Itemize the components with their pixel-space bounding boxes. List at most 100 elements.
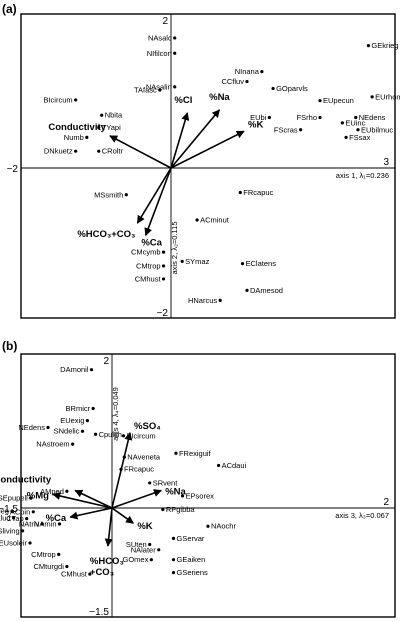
site-label: SRvent bbox=[153, 478, 179, 487]
site-point bbox=[173, 51, 177, 55]
site-label: GOparvls bbox=[276, 84, 308, 93]
site-point bbox=[158, 88, 162, 92]
site-point bbox=[25, 517, 29, 521]
site-point bbox=[97, 125, 101, 130]
site-point bbox=[171, 558, 176, 562]
site-label: NEdens bbox=[359, 113, 386, 122]
site-point bbox=[149, 558, 153, 562]
x-tick-label: 3 bbox=[383, 157, 389, 168]
site-label: CMturgdi bbox=[33, 562, 64, 571]
site-label: NAsalc bbox=[148, 33, 172, 42]
site-point bbox=[97, 149, 101, 153]
site-point bbox=[71, 442, 75, 446]
variable-label: %Ca bbox=[46, 513, 67, 524]
site-label: TAfasc bbox=[134, 85, 157, 94]
site-point bbox=[88, 572, 92, 576]
site-point bbox=[65, 564, 69, 569]
y-tick-label: 2 bbox=[103, 356, 109, 367]
site-label: CRoltr bbox=[102, 147, 124, 156]
site-label: GEkrieg bbox=[371, 41, 398, 50]
site-point bbox=[173, 85, 177, 89]
site-point bbox=[12, 516, 16, 520]
variable-vector bbox=[74, 489, 113, 509]
x-axis-label: axis 1, λ₁=0.236 bbox=[336, 171, 389, 180]
site-point bbox=[57, 522, 62, 526]
site-label: EClatens bbox=[246, 259, 277, 268]
site-point bbox=[318, 115, 322, 120]
plot-frame bbox=[20, 13, 396, 319]
site-label: SEpupell bbox=[0, 494, 28, 503]
y-tick-label: −2 bbox=[157, 308, 169, 319]
panel-label-b: (b) bbox=[2, 339, 18, 353]
variable-label: Conductivity bbox=[0, 475, 52, 486]
variable-label: %Ca bbox=[141, 237, 162, 248]
site-label: GSeriens bbox=[177, 568, 209, 577]
site-label: SSliving bbox=[0, 526, 20, 535]
site-label: BIcircum bbox=[43, 95, 72, 104]
site-label: SUten bbox=[126, 540, 147, 549]
site-label: DAmonil bbox=[60, 365, 89, 374]
panel-label-a: (a) bbox=[2, 2, 17, 16]
site-label: BIcircum bbox=[126, 431, 155, 440]
site-point bbox=[245, 288, 249, 292]
site-point bbox=[180, 259, 184, 263]
site-label: CTap bbox=[6, 514, 24, 523]
site-label: EUpalud bbox=[0, 513, 11, 522]
site-point bbox=[173, 36, 177, 40]
variable-label: %HCO₃+CO₃ bbox=[77, 229, 135, 240]
site-point bbox=[91, 406, 95, 411]
site-label: NInana bbox=[235, 67, 260, 76]
variable-vector bbox=[109, 135, 172, 169]
site-label: SNdelic bbox=[54, 427, 80, 436]
site-point bbox=[171, 536, 176, 541]
site-label: DNkuetz bbox=[44, 147, 73, 156]
site-label: CMcymb bbox=[131, 248, 161, 257]
site-point bbox=[218, 298, 222, 302]
site-label: NAlater bbox=[131, 545, 157, 554]
site-point bbox=[161, 250, 166, 254]
site-point bbox=[171, 571, 176, 575]
site-point bbox=[46, 425, 50, 430]
site-label: NAstroem bbox=[36, 440, 69, 449]
variable-label: %Na bbox=[165, 487, 186, 498]
site-label: EUexig bbox=[60, 416, 84, 425]
site-label: HNarcus bbox=[188, 296, 217, 305]
site-label: TYapi bbox=[102, 123, 121, 132]
variable-vector bbox=[144, 167, 172, 237]
site-point bbox=[10, 509, 14, 513]
site-label: FSsax bbox=[349, 133, 371, 142]
variable-vector bbox=[170, 130, 245, 169]
site-point bbox=[245, 79, 249, 84]
site-label: MSsmith bbox=[94, 190, 123, 199]
site-label: CMhust bbox=[135, 274, 162, 283]
site-point bbox=[370, 95, 374, 99]
site-point bbox=[366, 44, 371, 48]
site-point bbox=[299, 128, 303, 132]
site-label: NAmin bbox=[34, 519, 57, 528]
variable-vector bbox=[111, 431, 133, 509]
site-point bbox=[65, 489, 69, 493]
site-point bbox=[29, 496, 33, 500]
site-point bbox=[340, 121, 344, 125]
site-label: GOmex bbox=[123, 555, 149, 564]
site-point bbox=[174, 451, 178, 455]
site-point bbox=[240, 262, 245, 266]
site-label: EUrhomb bbox=[375, 92, 400, 101]
site-point bbox=[217, 463, 221, 468]
site-label: NAtriv bbox=[19, 519, 40, 528]
site-label: BRmicr bbox=[66, 404, 91, 413]
site-label: ACminut bbox=[200, 216, 230, 225]
site-label: FScras bbox=[274, 125, 298, 134]
site-label: SYmaz bbox=[185, 257, 209, 266]
site-label: RPgibba bbox=[166, 505, 196, 514]
site-point bbox=[161, 507, 165, 512]
site-point bbox=[356, 128, 360, 132]
site-label: ACpin bbox=[10, 507, 30, 516]
x-tick-label: −2 bbox=[7, 164, 19, 175]
site-label: FRexiguif bbox=[179, 449, 212, 458]
site-label: Numb bbox=[64, 133, 84, 142]
site-point bbox=[21, 529, 25, 533]
site-point bbox=[85, 135, 89, 139]
variable-vector bbox=[104, 507, 113, 547]
y-axis-label: axis 2, λ₂=0.115 bbox=[170, 221, 179, 274]
